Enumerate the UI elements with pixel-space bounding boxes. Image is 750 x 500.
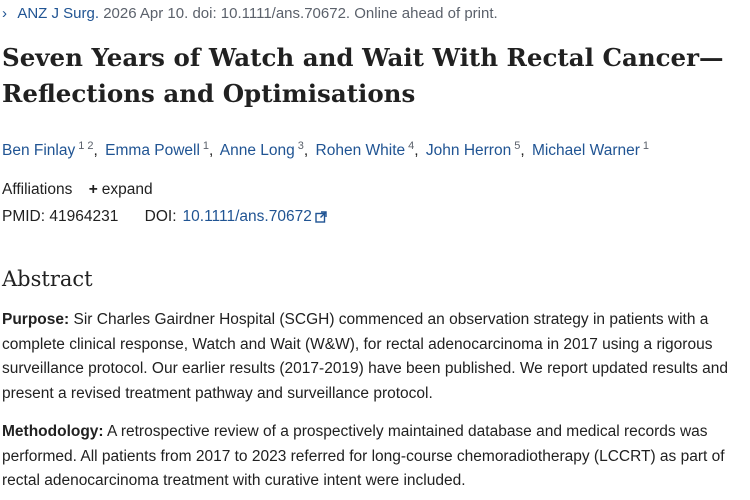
author-separator: , <box>414 142 419 159</box>
pmid-label: PMID: <box>2 208 46 225</box>
doi-link[interactable]: 10.1111/ans.70672 <box>183 208 327 225</box>
citation-details: 2026 Apr 10. doi: 10.1111/ans.70672. Onl… <box>103 5 498 22</box>
author-separator: , <box>93 142 98 159</box>
affiliations-row: Affiliations + expand <box>2 180 153 200</box>
methodology-label: Methodology: <box>2 423 104 440</box>
expand-affiliations-button[interactable]: + expand <box>89 181 153 198</box>
abstract-heading: Abstract <box>2 267 93 291</box>
author-link[interactable]: Michael Warner <box>531 142 640 159</box>
abstract-methodology: Methodology: A retrospective review of a… <box>2 420 748 494</box>
author-separator: , <box>520 142 525 159</box>
journal-link[interactable]: ANZ J Surg. <box>17 5 100 22</box>
author-link[interactable]: Anne Long <box>219 142 295 159</box>
article-title: Seven Years of Watch and Wait With Recta… <box>2 43 724 108</box>
author-link[interactable]: Emma Powell <box>105 142 200 159</box>
external-link-icon[interactable] <box>315 211 327 223</box>
author-affiliation-number[interactable]: 3 <box>297 139 304 152</box>
author-link[interactable]: John Herron <box>425 142 512 159</box>
purpose-label: Purpose: <box>2 311 70 328</box>
author-link[interactable]: Rohen White <box>315 142 406 159</box>
author-separator: , <box>209 142 214 159</box>
doi-value[interactable]: 10.1111/ans.70672 <box>182 208 312 225</box>
citation-line: › ANZ J Surg. 2026 Apr 10. doi: 10.1111/… <box>2 4 498 24</box>
author-link[interactable]: Ben Finlay <box>2 142 76 159</box>
purpose-text: Sir Charles Gairdner Hospital (SCGH) com… <box>2 311 729 402</box>
identifiers-row: PMID: 41964231 DOI: 10.1111/ans.70672 <box>2 207 327 227</box>
author-affiliation-number[interactable]: 1 <box>202 139 210 152</box>
authors-list: Ben Finlay 1 2, Emma Powell 1, Anne Long 3,… <box>2 140 649 162</box>
abstract-purpose: Purpose: Sir Charles Gairdner Hospital (… <box>2 308 748 406</box>
pmid-value: 41964231 <box>49 208 119 225</box>
affiliations-label: Affiliations <box>2 181 73 198</box>
author-affiliation-number[interactable]: 1 2 <box>78 139 94 152</box>
plus-icon[interactable]: + <box>88 181 98 198</box>
author-affiliation-number[interactable]: 1 <box>642 139 650 152</box>
expand-label[interactable]: expand <box>101 181 153 198</box>
methodology-text: A retrospective review of a prospectivel… <box>2 423 725 489</box>
doi-label: DOI: <box>144 208 177 225</box>
author-affiliation-number[interactable]: 4 <box>408 139 415 152</box>
chevron-right-icon[interactable]: › <box>2 5 7 22</box>
author-affiliation-number[interactable]: 5 <box>514 139 521 152</box>
author-separator: , <box>303 142 309 159</box>
